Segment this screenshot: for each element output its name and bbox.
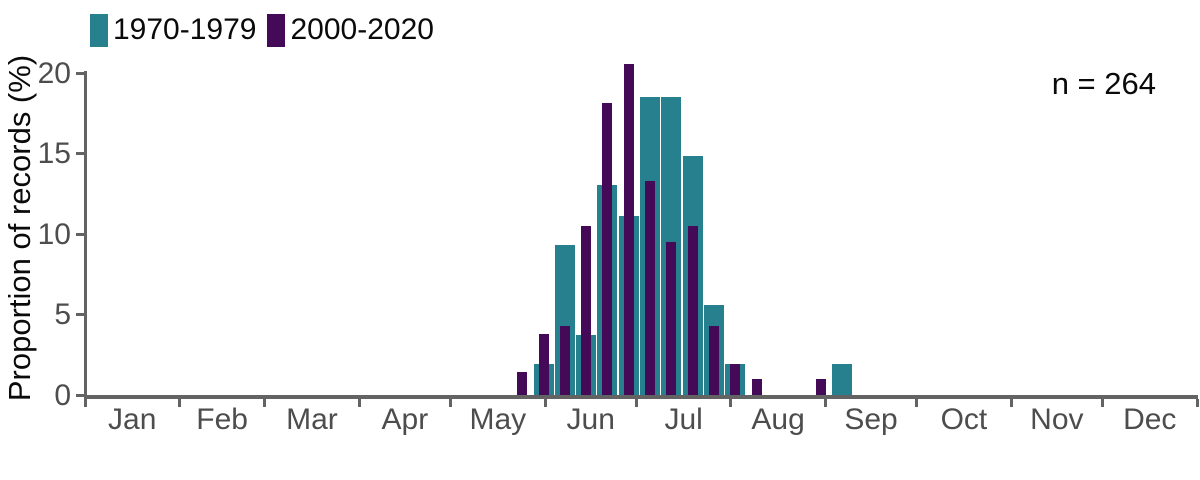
x-tick-label: Dec (1123, 403, 1177, 436)
bar-1970-1979-week-36 (832, 364, 853, 395)
x-tick (263, 399, 267, 407)
x-tick-label: Jul (664, 403, 703, 436)
x-tick (449, 399, 453, 407)
x-tick-label: Jan (108, 403, 157, 436)
bar-2000-2020-week-31 (730, 364, 741, 395)
bar-2000-2020-week-28 (666, 241, 677, 395)
y-tick (76, 394, 84, 397)
legend-item-2000-2020: 2000-2020 (267, 12, 434, 48)
x-tick (1195, 399, 1199, 407)
y-tick-label: 20 (37, 56, 71, 90)
x-tick (357, 399, 361, 407)
y-tick (76, 232, 84, 236)
x-tick-label: Mar (286, 403, 338, 436)
legend: 1970-1979 2000-2020 (90, 12, 445, 48)
x-tick-label: Aug (751, 403, 805, 436)
legend-swatch-2000-2020 (267, 13, 286, 47)
bar-2000-2020-week-29 (687, 225, 698, 395)
x-tick (1009, 399, 1013, 407)
x-tick-label: Apr (381, 403, 429, 436)
x-tick-label: Jun (566, 403, 615, 436)
x-tick-label: Nov (1030, 403, 1084, 436)
legend-label-1970-1979: 1970-1979 (113, 13, 257, 46)
bar-2000-2020-week-23 (559, 325, 570, 395)
bar-2000-2020-week-32 (751, 378, 762, 395)
legend-label-2000-2020: 2000-2020 (290, 13, 434, 46)
x-tick (177, 399, 181, 407)
x-tick-label: Sep (844, 403, 898, 436)
y-axis-line (84, 71, 87, 399)
bar-2000-2020-week-35 (815, 378, 826, 395)
y-tick-label: 5 (54, 298, 71, 332)
x-tick (543, 399, 547, 407)
bar-2000-2020-week-27 (645, 180, 656, 395)
bar-2000-2020-week-22 (538, 333, 549, 395)
bar-2000-2020-week-21 (517, 372, 528, 395)
x-tick-label: Feb (196, 403, 248, 436)
y-tick-label: 0 (54, 379, 71, 412)
x-tick (729, 399, 733, 407)
bar-2000-2020-week-30 (709, 325, 720, 395)
x-tick (823, 399, 827, 407)
bar-2000-2020-week-24 (581, 225, 592, 395)
y-tick-label: 15 (37, 137, 71, 171)
x-tick (915, 399, 919, 407)
y-tick (76, 152, 84, 156)
sample-size-annotation: n = 264 (1051, 66, 1156, 101)
bar-2000-2020-week-25 (602, 103, 613, 395)
bar-2000-2020-week-26 (623, 64, 634, 395)
legend-swatch-1970-1979 (90, 13, 108, 47)
x-tick (1101, 399, 1105, 407)
y-tick (76, 71, 84, 75)
x-axis-line (84, 395, 1198, 399)
x-tick (83, 399, 87, 407)
x-tick-label: May (469, 403, 527, 436)
y-tick (76, 313, 84, 317)
y-tick-label: 10 (37, 217, 71, 251)
x-tick (634, 399, 638, 407)
legend-item-1970-1979: 1970-1979 (90, 12, 256, 48)
x-tick-label: Oct (940, 403, 988, 436)
